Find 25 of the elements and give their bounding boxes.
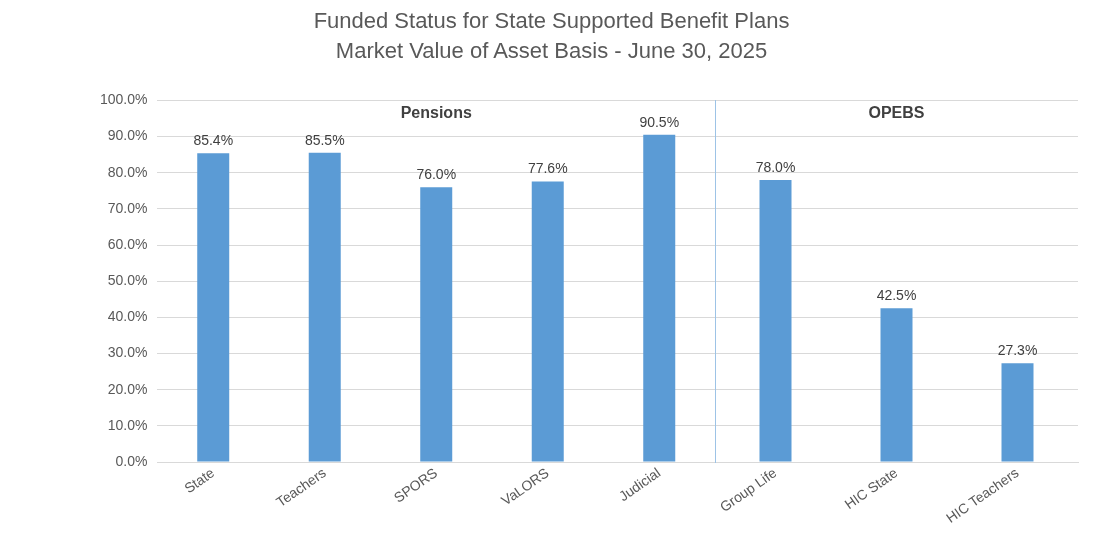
chart-title: Funded Status for State Supported Benefit Plans [312, 7, 791, 35]
y-tick-label: 0.0% [115, 452, 148, 469]
y-tick-label: 60.0% [107, 235, 148, 252]
y-tick-label: 30.0% [107, 344, 148, 361]
y-tick-label: 20.0% [107, 380, 148, 397]
y-tick-label: 80.0% [107, 163, 148, 180]
y-tick-label: 50.0% [107, 272, 148, 289]
data-label: 90.5% [639, 113, 680, 130]
annotation: OPEBS [868, 104, 925, 122]
chart-subtitle: Market Value of Asset Basis - June 30, 2025 [334, 37, 769, 65]
y-tick-label: 90.0% [107, 127, 148, 144]
data-label: 78.0% [755, 158, 796, 175]
data-label: 42.5% [876, 287, 917, 304]
y-tick-label: 100.0% [100, 91, 148, 108]
data-label: 85.4% [193, 132, 234, 149]
x-tick-label: State [181, 464, 218, 497]
data-label: 76.0% [416, 166, 457, 183]
data-label: 77.6% [527, 160, 568, 177]
x-tick-label: HIC State [841, 464, 901, 513]
y-tick-label: 10.0% [107, 416, 148, 433]
annotation: Pensions [400, 104, 472, 122]
y-tick-label: 70.0% [107, 199, 148, 216]
y-tick-label: 40.0% [107, 308, 148, 325]
data-label: 27.3% [997, 342, 1038, 359]
data-label: 85.5% [304, 131, 345, 148]
